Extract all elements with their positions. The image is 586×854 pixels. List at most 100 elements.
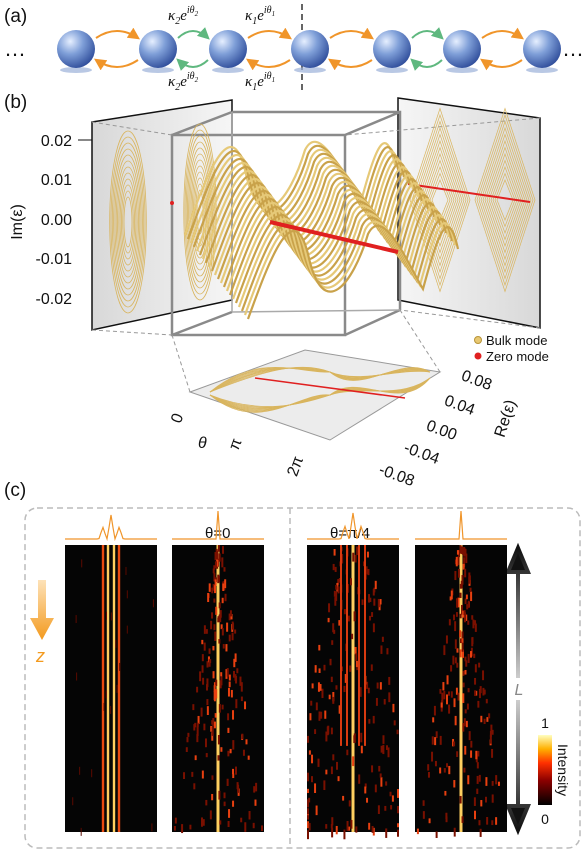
intensity-speck: [235, 699, 238, 709]
intensity-speck: [335, 825, 338, 835]
intensity-speck: [334, 597, 337, 606]
intensity-speck: [331, 827, 334, 838]
intensity-speck: [468, 576, 471, 584]
intensity-speck: [367, 687, 370, 694]
intensity-speck: [214, 552, 217, 561]
intensity-speck: [226, 622, 229, 632]
intensity-streak: [216, 545, 220, 832]
intensity-speck: [459, 613, 462, 619]
intensity-speck: [378, 765, 381, 772]
intensity-speck: [205, 799, 208, 806]
intensity-speck: [475, 750, 478, 760]
intensity-speck: [211, 793, 214, 801]
intensity-speck: [215, 606, 218, 615]
intensity-speck: [478, 820, 481, 826]
intensity-speck: [219, 614, 222, 623]
intensity-streak: [101, 545, 105, 832]
intensity-speck: [318, 715, 321, 721]
intensity-speck: [255, 782, 258, 792]
bulk-projection: [482, 133, 528, 267]
intensity-speck: [311, 754, 314, 764]
intensity-speck: [462, 649, 465, 658]
intensity-speck: [186, 737, 189, 743]
intensity-speck: [439, 735, 442, 745]
intensity-speck: [217, 545, 220, 552]
intensity-speck: [459, 630, 462, 638]
intensity-speck: [332, 623, 335, 633]
intensity-speck: [196, 722, 199, 727]
intensity-streak: [112, 545, 116, 832]
intensity-speck: [471, 637, 474, 647]
intensity-speck: [216, 559, 219, 566]
intensity-speck: [376, 682, 379, 689]
intensity-speck: [314, 665, 317, 673]
bulk-surface: [219, 188, 433, 284]
intensity-speck: [469, 587, 472, 592]
intensity-speck: [435, 731, 438, 739]
intensity-speck: [479, 686, 482, 694]
intensity-speck: [427, 764, 430, 771]
y-tick-label: 0.02: [41, 133, 72, 150]
intensity-speck: [422, 811, 425, 819]
intensity-streak: [340, 545, 342, 746]
intensity-speck: [337, 579, 340, 585]
intensity-speck: [470, 740, 473, 748]
intensity-speck: [456, 550, 459, 555]
intensity-speck: [205, 753, 208, 758]
bulk-projection: [115, 160, 141, 284]
intensity-speck: [382, 735, 385, 744]
bulk-surface: [225, 196, 439, 292]
bounding-box: [170, 110, 402, 337]
intensity-speck: [471, 615, 474, 620]
intensity-speck: [213, 565, 216, 570]
intensity-speck: [229, 748, 232, 754]
intensity-speck: [474, 620, 477, 626]
intensity-speck: [456, 751, 459, 757]
intensity-speck: [454, 571, 457, 581]
band-structure-3d: 0.02 0.01 0.00 -0.01 -0.02 Im(ε) 0 π 2π …: [9, 97, 549, 490]
lattice-site: [209, 30, 247, 68]
intensity-speck: [470, 750, 473, 758]
bulk-projection: [119, 178, 137, 266]
intensity-speck: [329, 658, 332, 666]
intensity-speck: [368, 615, 371, 621]
intensity-speck: [495, 775, 498, 785]
panel-label: (b): [4, 92, 27, 113]
intensity-speck: [203, 642, 206, 651]
bulk-projection: [496, 179, 514, 221]
intensity-speck: [225, 644, 228, 652]
intensity-speck: [219, 680, 222, 689]
intensity-speck: [231, 632, 234, 641]
intensity-streak: [364, 545, 366, 746]
intensity-speck: [464, 669, 467, 675]
intensity-speck: [220, 747, 223, 752]
intensity-speck: [315, 702, 318, 711]
intensity-speck: [212, 671, 215, 679]
intensity-speck: [203, 723, 206, 731]
intensity-speck: [461, 642, 464, 652]
bulk-projection: [209, 366, 431, 393]
intensity-speck: [383, 699, 386, 705]
intensity-speck: [307, 821, 309, 829]
intensity-speck: [445, 812, 448, 820]
intensity-speck: [379, 599, 382, 605]
intensity-speck: [448, 704, 451, 714]
colorbar-min: 0: [541, 811, 549, 827]
intensity-speck: [244, 822, 247, 832]
intensity-speck: [370, 664, 373, 671]
intensity-speck: [452, 655, 455, 665]
intensity-streak: [346, 545, 348, 746]
intensity-speck: [226, 778, 229, 786]
site-shadow: [376, 67, 408, 73]
intensity-speck: [397, 789, 399, 798]
intensity-speck: [353, 611, 356, 622]
intensity-speck: [464, 568, 467, 578]
intensity-speck: [196, 726, 199, 737]
intensity-speck: [346, 749, 349, 756]
intensity-speck: [486, 717, 489, 722]
intensity-speck: [333, 590, 336, 597]
intensity-speck: [379, 773, 382, 778]
intensity-speck: [309, 713, 312, 721]
intensity-speck: [365, 566, 368, 575]
